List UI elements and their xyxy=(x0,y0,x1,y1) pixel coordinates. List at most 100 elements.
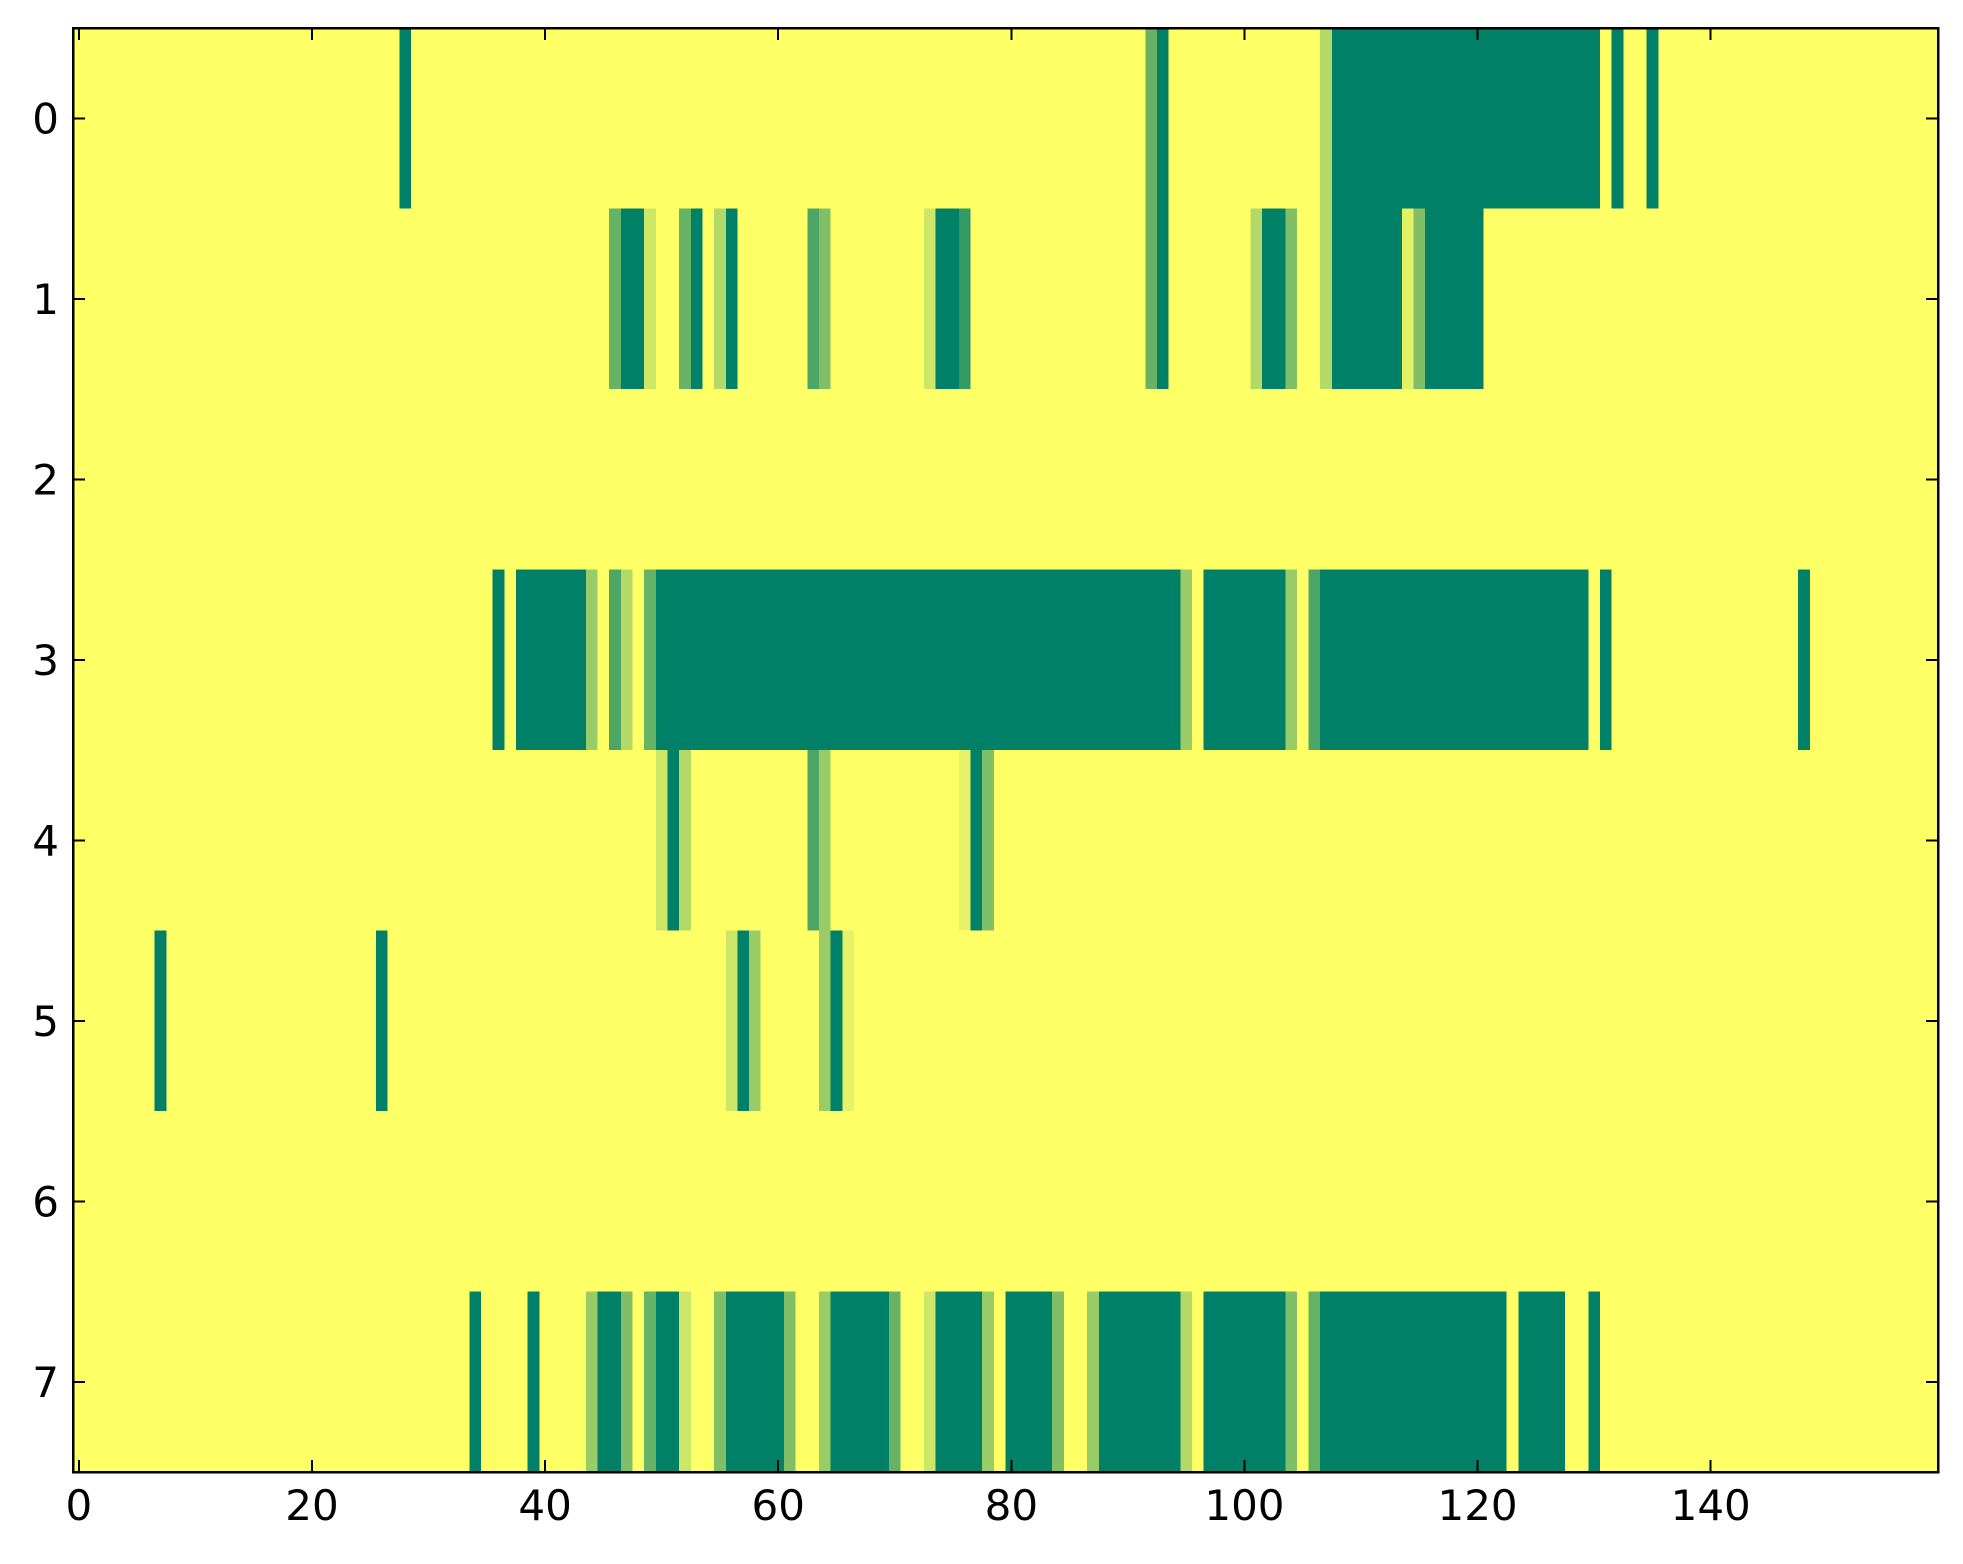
cell xyxy=(1448,569,1461,751)
cell xyxy=(1518,28,1531,210)
cell xyxy=(609,28,622,210)
cell xyxy=(1530,389,1543,571)
cell xyxy=(1611,28,1624,210)
cell xyxy=(877,750,890,932)
cell xyxy=(446,1291,459,1473)
cell xyxy=(1763,1291,1776,1473)
cell xyxy=(679,28,692,210)
cell xyxy=(1390,930,1403,1112)
cell xyxy=(271,1111,284,1293)
cell xyxy=(644,750,657,932)
cell xyxy=(1576,569,1589,751)
cell xyxy=(1028,750,1042,932)
cell xyxy=(1576,1111,1589,1293)
cell xyxy=(1320,28,1333,210)
cell xyxy=(107,208,121,390)
cell xyxy=(387,1291,400,1473)
cell xyxy=(1040,1111,1053,1293)
cell xyxy=(1704,750,1718,932)
cell xyxy=(1891,389,1904,571)
cell xyxy=(865,930,878,1112)
cell xyxy=(1005,208,1018,390)
cell xyxy=(1774,750,1788,932)
cell xyxy=(1541,1291,1554,1473)
cell xyxy=(830,1111,843,1293)
cell xyxy=(224,1111,237,1293)
cell xyxy=(1460,750,1473,932)
cell xyxy=(1401,28,1415,210)
cell xyxy=(1868,569,1881,751)
cell xyxy=(1460,208,1473,390)
cell xyxy=(1028,208,1042,390)
cell xyxy=(1250,1111,1263,1293)
cell xyxy=(282,569,296,751)
cell xyxy=(422,750,435,932)
cell xyxy=(1005,389,1018,571)
cell xyxy=(1063,930,1077,1112)
cell xyxy=(1681,930,1694,1112)
cell xyxy=(1728,569,1741,751)
cell xyxy=(446,208,459,390)
cell xyxy=(1296,1291,1310,1473)
cell xyxy=(1250,208,1263,390)
cell xyxy=(306,28,319,210)
cell xyxy=(1903,569,1916,751)
cell xyxy=(1809,1291,1823,1473)
cell xyxy=(480,1291,494,1473)
cell xyxy=(271,930,284,1112)
cell xyxy=(993,569,1007,751)
cell xyxy=(1588,930,1601,1112)
cell xyxy=(515,930,529,1112)
cell xyxy=(212,208,226,390)
cell xyxy=(644,28,657,210)
cell xyxy=(259,930,272,1112)
cell xyxy=(1809,389,1823,571)
cell xyxy=(1669,208,1683,390)
cell xyxy=(1425,1111,1438,1293)
cell xyxy=(399,569,412,751)
cell xyxy=(1028,28,1042,210)
cell xyxy=(958,208,972,390)
cell xyxy=(1728,208,1741,390)
cell xyxy=(690,389,704,571)
cell xyxy=(982,1291,995,1473)
cell xyxy=(935,930,948,1112)
cell xyxy=(96,569,109,751)
cell xyxy=(667,1291,680,1473)
cell xyxy=(784,569,797,751)
cell xyxy=(842,569,855,751)
cell xyxy=(1355,750,1368,932)
cell xyxy=(679,930,692,1112)
cell xyxy=(1856,1111,1869,1293)
cell xyxy=(527,208,540,390)
cell xyxy=(900,1111,913,1293)
cell xyxy=(1448,1111,1461,1293)
cell xyxy=(1366,389,1380,571)
cell xyxy=(1180,569,1193,751)
cell xyxy=(1903,389,1916,571)
cell xyxy=(1343,208,1356,390)
cell xyxy=(1774,208,1788,390)
cell xyxy=(970,750,983,932)
cell xyxy=(1157,930,1170,1112)
cell xyxy=(1308,1291,1321,1473)
cell xyxy=(1541,750,1554,932)
cell xyxy=(597,750,610,932)
cell xyxy=(714,208,727,390)
cell xyxy=(352,208,366,390)
cell xyxy=(1273,930,1286,1112)
cell xyxy=(1145,1111,1158,1293)
cell xyxy=(667,28,680,210)
cell xyxy=(702,389,715,571)
cell xyxy=(1565,569,1578,751)
cell xyxy=(1308,389,1321,571)
cell xyxy=(329,389,342,571)
cell xyxy=(1343,1291,1356,1473)
cell xyxy=(947,930,960,1112)
cell xyxy=(294,930,307,1112)
cell xyxy=(504,930,517,1112)
cell xyxy=(1063,569,1077,751)
cell xyxy=(679,389,692,571)
cell xyxy=(1460,569,1473,751)
cell xyxy=(1728,1291,1741,1473)
